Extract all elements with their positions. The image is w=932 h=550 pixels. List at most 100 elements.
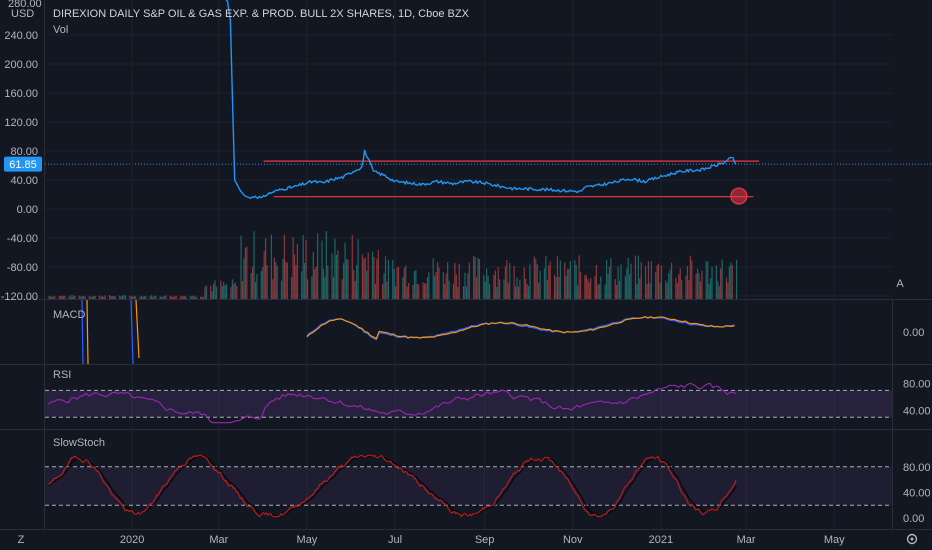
volume-bar	[483, 274, 485, 299]
volume-bar	[444, 283, 446, 299]
volume-bar	[629, 274, 631, 299]
volume-bar	[184, 296, 186, 299]
volume-bar	[344, 242, 346, 299]
volume-bar	[145, 295, 147, 299]
price-tick-label: -40.00	[7, 233, 38, 245]
volume-bar	[432, 258, 434, 299]
volume-bar	[273, 257, 275, 299]
volume-bar	[272, 279, 274, 299]
volume-bar	[62, 295, 64, 299]
volume-bar	[72, 295, 75, 299]
volume-bar	[679, 268, 681, 299]
volume-bar	[728, 266, 730, 299]
rsi-panel: 80.00 40.00	[45, 379, 931, 424]
volume-bar	[285, 261, 287, 299]
volume-bar	[130, 296, 132, 299]
volume-bar	[341, 279, 343, 299]
price-badge: 61.85	[4, 156, 42, 172]
volume-bar	[660, 265, 663, 299]
stoch-band-fill	[45, 466, 892, 506]
volume-bar	[569, 261, 572, 299]
volume-bar	[438, 267, 440, 299]
volume-bar	[637, 255, 639, 299]
volume-bar	[711, 266, 713, 299]
volume-bar	[614, 279, 616, 299]
volume-bar	[101, 296, 103, 299]
log-toggle-button[interactable]: Z	[18, 534, 25, 546]
volume-bar	[497, 267, 499, 299]
volume-bar	[315, 266, 317, 299]
volume-bar	[185, 296, 187, 299]
volume-bar	[253, 231, 255, 299]
vol-label: Vol	[53, 24, 68, 36]
volume-bar	[568, 269, 570, 299]
volume-bar	[678, 274, 680, 299]
volume-bar	[395, 286, 397, 299]
volume-bar	[202, 296, 205, 299]
volume-bar	[659, 282, 661, 299]
volume-bar	[172, 296, 174, 299]
volume-bar	[174, 296, 176, 299]
volume-bar	[656, 265, 658, 299]
volume-bar	[465, 286, 468, 299]
rsi-tick-label: 80.00	[903, 379, 931, 391]
volume-bar	[153, 295, 155, 299]
volume-bar	[135, 296, 137, 299]
volume-bar	[535, 258, 537, 299]
gear-icon[interactable]	[906, 533, 918, 545]
macd-title: MACD	[53, 309, 85, 321]
volume-bar	[486, 268, 488, 299]
volume-bar	[252, 266, 254, 299]
time-axis: 2020 Mar May Jul Sep Nov 2021 Mar May	[120, 534, 845, 546]
volume-bar	[163, 295, 166, 299]
auto-scale-button[interactable]: A	[896, 278, 904, 290]
volume-bar	[590, 278, 592, 299]
volume-bar	[707, 261, 709, 299]
volume-bar	[335, 254, 338, 299]
volume-bar	[306, 279, 309, 299]
volume-bar	[668, 273, 670, 299]
volume-bar	[655, 271, 657, 299]
volume-bar	[282, 258, 284, 299]
volume-bar	[418, 284, 420, 299]
volume-bar	[250, 272, 252, 299]
volume-bar	[354, 281, 356, 299]
volume-bar	[396, 267, 398, 299]
volume-bar	[80, 296, 82, 299]
volume-bar	[322, 268, 325, 299]
volume-bar	[627, 257, 629, 299]
volume-bar	[548, 265, 550, 299]
volume-bar	[445, 273, 447, 299]
volume-bar	[231, 279, 234, 299]
rsi-tick-label: 40.00	[903, 406, 931, 418]
signal-spike-line	[135, 299, 140, 359]
volume-bar	[123, 295, 125, 299]
volume-bar	[406, 286, 408, 299]
volume-bar	[363, 258, 365, 299]
volume-bar	[504, 266, 507, 299]
volume-bar	[620, 264, 622, 299]
volume-bar	[356, 264, 358, 299]
volume-bar	[458, 263, 460, 299]
time-tick-label: May	[824, 534, 845, 546]
volume-bar	[595, 265, 598, 299]
volume-bar	[353, 270, 355, 299]
volume-bar	[730, 262, 732, 299]
volume-bar	[457, 286, 459, 299]
volume-bar	[594, 276, 596, 299]
volume-bar	[538, 282, 540, 299]
level-lines	[263, 160, 760, 205]
volume-bar	[529, 264, 531, 299]
volume-bar	[455, 274, 457, 299]
volume-bar	[84, 296, 86, 299]
volume-bar	[182, 296, 184, 299]
volume-bar	[262, 267, 264, 299]
volume-bar	[397, 266, 400, 299]
volume-bar	[685, 275, 687, 299]
volume-bar	[543, 268, 546, 299]
volume-bar	[155, 295, 157, 299]
volume-bar	[578, 255, 580, 299]
volume-bar	[626, 268, 628, 299]
time-tick-label: Mar	[737, 534, 756, 546]
